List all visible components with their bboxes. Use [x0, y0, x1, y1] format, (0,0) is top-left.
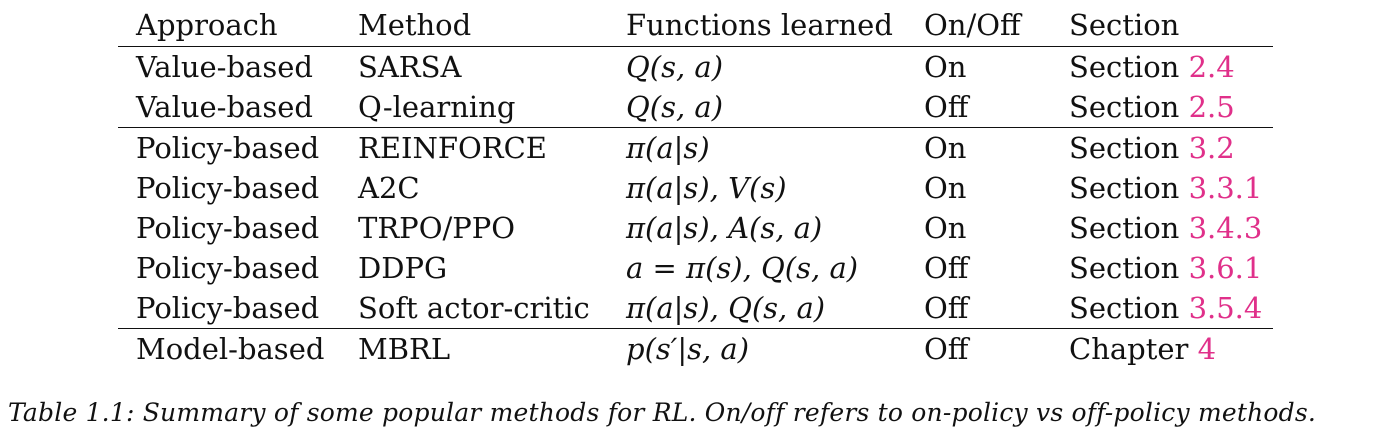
table-header-row: Approach Method Functions learned On/Off…	[118, 4, 1273, 47]
table-row: Policy-based Soft actor-critic π(a|s), Q…	[118, 288, 1273, 329]
header-on-off: On/Off	[906, 4, 1051, 47]
section-cell: Section 3.3.1	[1051, 168, 1273, 208]
section-cell: Section 3.6.1	[1051, 248, 1273, 288]
header-method: Method	[340, 4, 608, 47]
method-cell: DDPG	[358, 251, 448, 285]
section-cell: Section 3.4.3	[1051, 208, 1273, 248]
approach-cell: Value-based	[136, 50, 313, 84]
approach-cell: Policy-based	[136, 251, 320, 285]
functions-cell: Q(s, a)	[626, 50, 724, 84]
table-row: Policy-based A2C π(a|s), V(s) On Section…	[118, 168, 1273, 208]
table-row: Model-based MBRL p(s′|s, a) Off Chapter …	[118, 329, 1273, 370]
section-prefix: Section	[1069, 211, 1180, 245]
header-approach: Approach	[118, 4, 340, 47]
section-link[interactable]: 3.3.1	[1188, 171, 1263, 205]
section-prefix: Section	[1069, 291, 1180, 325]
functions-cell: Q(s, a)	[608, 87, 906, 128]
approach-cell: Policy-based	[118, 288, 340, 329]
header-section: Section	[1051, 4, 1273, 47]
table-row: Policy-based TRPO/PPO π(a|s), A(s, a) On…	[118, 208, 1273, 248]
onoff-cell: On	[924, 171, 967, 205]
table-row: Value-based SARSA Q(s, a) On Section 2.4	[118, 47, 1273, 88]
table-row: Policy-based REINFORCE π(a|s) On Section…	[118, 128, 1273, 169]
table-row: Policy-based DDPG a = π(s), Q(s, a) Off …	[118, 248, 1273, 288]
section-cell: Section 2.5	[1051, 87, 1273, 128]
section-link[interactable]: 2.4	[1188, 50, 1235, 84]
functions-cell: π(a|s), V(s)	[626, 171, 787, 205]
section-cell: Section 3.2	[1051, 128, 1273, 169]
rl-methods-table: Approach Method Functions learned On/Off…	[118, 4, 1273, 369]
functions-cell: π(a|s), A(s, a)	[626, 211, 823, 245]
section-prefix: Section	[1069, 251, 1180, 285]
section-prefix: Section	[1069, 50, 1180, 84]
approach-cell: Value-based	[118, 87, 340, 128]
approach-cell: Policy-based	[136, 211, 320, 245]
method-cell: SARSA	[358, 50, 462, 84]
section-cell: Section 3.5.4	[1051, 288, 1273, 329]
section-link[interactable]: 3.2	[1188, 131, 1235, 165]
approach-cell: Policy-based	[136, 171, 320, 205]
method-cell: Soft actor-critic	[340, 288, 608, 329]
methods-table-container: Approach Method Functions learned On/Off…	[118, 4, 1273, 369]
section-prefix: Chapter	[1069, 332, 1189, 366]
onoff-cell: Off	[906, 87, 1051, 128]
section-prefix: Section	[1069, 171, 1180, 205]
section-cell: Section 2.4	[1051, 47, 1273, 88]
method-cell: Q-learning	[340, 87, 608, 128]
section-cell: Chapter 4	[1051, 329, 1273, 370]
functions-cell: π(a|s), Q(s, a)	[608, 288, 906, 329]
section-link[interactable]: 4	[1197, 332, 1217, 366]
header-functions-learned: Functions learned	[608, 4, 906, 47]
section-link[interactable]: 2.5	[1188, 90, 1235, 124]
onoff-cell: On	[924, 211, 967, 245]
functions-cell: p(s′|s, a)	[626, 332, 750, 366]
approach-cell: Model-based	[136, 332, 325, 366]
section-prefix: Section	[1069, 131, 1180, 165]
method-cell: TRPO/PPO	[358, 211, 516, 245]
table-row: Value-based Q-learning Q(s, a) Off Secti…	[118, 87, 1273, 128]
method-cell: MBRL	[358, 332, 451, 366]
onoff-cell: Off	[906, 288, 1051, 329]
onoff-cell: Off	[924, 332, 969, 366]
section-link[interactable]: 3.5.4	[1188, 291, 1263, 325]
table-caption: Table 1.1: Summary of some popular metho…	[8, 398, 1317, 427]
method-cell: REINFORCE	[358, 131, 547, 165]
section-link[interactable]: 3.6.1	[1188, 251, 1263, 285]
section-prefix: Section	[1069, 90, 1180, 124]
onoff-cell: Off	[924, 251, 969, 285]
onoff-cell: On	[924, 50, 967, 84]
functions-cell: a = π(s), Q(s, a)	[626, 251, 859, 285]
method-cell: A2C	[358, 171, 420, 205]
functions-cell: π(a|s)	[626, 131, 710, 165]
approach-cell: Policy-based	[136, 131, 320, 165]
onoff-cell: On	[924, 131, 967, 165]
section-link[interactable]: 3.4.3	[1188, 211, 1263, 245]
